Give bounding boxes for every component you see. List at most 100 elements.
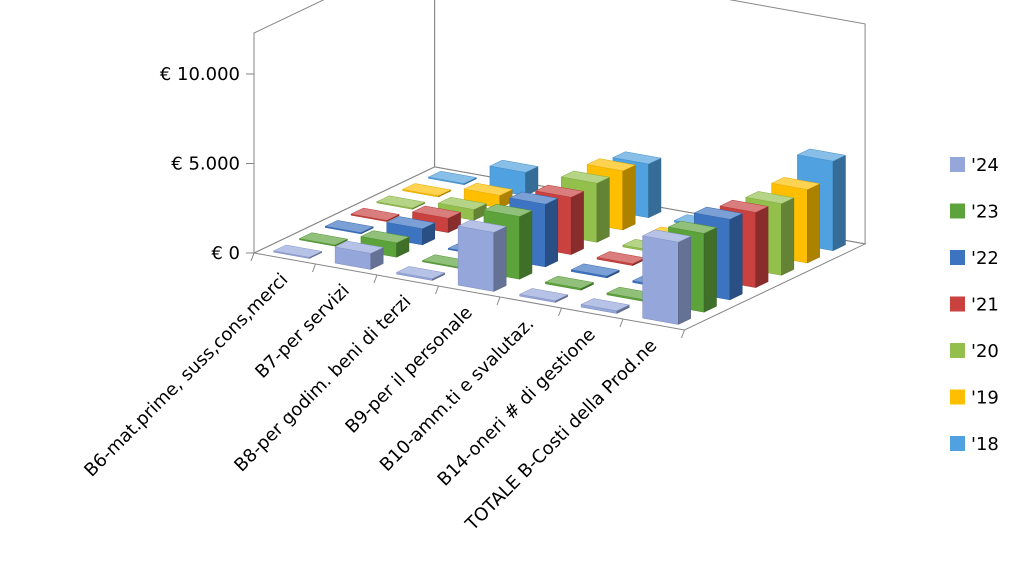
legend-swatch bbox=[950, 436, 965, 451]
bar-top bbox=[376, 195, 426, 209]
bar-24-1 bbox=[334, 240, 384, 270]
bar-top bbox=[693, 206, 744, 220]
legend-item-24: '24 bbox=[950, 155, 999, 176]
bar-top bbox=[745, 191, 795, 204]
bar-side bbox=[493, 226, 507, 292]
x-tick bbox=[250, 252, 255, 262]
bar-top bbox=[534, 184, 585, 198]
bar-top bbox=[272, 244, 323, 258]
legend-swatch bbox=[950, 203, 965, 219]
bar-24-4 bbox=[518, 288, 569, 303]
bar-top bbox=[612, 151, 662, 165]
x-tick bbox=[681, 329, 685, 339]
bar-top bbox=[667, 220, 718, 234]
legend-swatch bbox=[950, 296, 965, 312]
x-tick bbox=[496, 296, 501, 306]
legend-item-21: '21 bbox=[950, 295, 999, 316]
bar-23-0 bbox=[298, 232, 349, 247]
bar-side bbox=[622, 164, 636, 231]
bar-top bbox=[770, 177, 821, 190]
legend-item-20: '20 bbox=[950, 341, 999, 362]
bar-top bbox=[719, 199, 769, 213]
legend-swatch bbox=[950, 250, 965, 265]
bar-24-5 bbox=[580, 298, 630, 314]
bar-19-0 bbox=[401, 183, 452, 198]
y-tick-label: € 0 bbox=[211, 243, 240, 264]
bar-side bbox=[703, 227, 717, 313]
legend-label: '20 bbox=[971, 341, 999, 362]
legend-item-18: '18 bbox=[950, 434, 999, 455]
chart-side-wall bbox=[253, 0, 436, 254]
bar-top bbox=[483, 203, 533, 217]
bar-side bbox=[755, 206, 769, 288]
bar-top bbox=[324, 220, 375, 233]
legend-layer: '24 '23 '22 '21 '20 '19 '18 bbox=[950, 155, 999, 455]
x-tick bbox=[312, 263, 316, 273]
bar-top bbox=[570, 263, 621, 277]
bar-21-0 bbox=[350, 207, 400, 222]
bar-top bbox=[560, 170, 611, 184]
bar-top bbox=[385, 216, 436, 230]
bar-top bbox=[463, 182, 513, 196]
bar-top bbox=[360, 230, 410, 244]
bar-top bbox=[334, 240, 384, 254]
legend-swatch bbox=[950, 157, 965, 172]
bar-side bbox=[570, 191, 584, 255]
bar-side bbox=[545, 197, 559, 268]
bar-22-1 bbox=[385, 216, 436, 246]
bar-top bbox=[580, 298, 630, 312]
legend-label: '23 bbox=[971, 202, 999, 223]
legend-item-23: '23 bbox=[950, 202, 999, 223]
bar-side bbox=[648, 157, 662, 219]
legend-label: '24 bbox=[971, 155, 999, 176]
bar-top bbox=[437, 197, 488, 210]
x-tick bbox=[619, 318, 624, 328]
bar-top bbox=[586, 158, 636, 172]
bar-24-0 bbox=[272, 244, 323, 259]
bar-side bbox=[678, 235, 691, 325]
bar-top bbox=[489, 159, 539, 173]
bar-top bbox=[457, 219, 507, 233]
x-tick bbox=[373, 274, 378, 284]
x-tick bbox=[558, 307, 562, 317]
bar-top bbox=[427, 170, 478, 184]
bar-20-0 bbox=[376, 195, 426, 210]
x-tick bbox=[435, 285, 439, 295]
bar-24-2 bbox=[395, 266, 446, 281]
bar-side bbox=[781, 197, 795, 276]
bar-19-1 bbox=[463, 182, 513, 209]
bar-top bbox=[411, 205, 462, 219]
legend-label: '22 bbox=[971, 248, 999, 269]
legend-swatch bbox=[950, 389, 965, 405]
y-tick-label: € 10.000 bbox=[160, 64, 240, 85]
bar-24-3 bbox=[457, 219, 507, 292]
bar-22-4 bbox=[570, 263, 621, 279]
bar-top bbox=[298, 232, 349, 246]
bar-side bbox=[596, 176, 610, 243]
legend-item-22: '22 bbox=[950, 248, 999, 269]
legend-swatch bbox=[950, 343, 965, 358]
bar-top bbox=[796, 148, 847, 162]
legend-label: '19 bbox=[971, 388, 999, 409]
bar-front bbox=[457, 225, 495, 292]
legend-label: '21 bbox=[971, 295, 999, 316]
bar-front bbox=[642, 235, 679, 325]
y-tick-label: € 5.000 bbox=[171, 154, 240, 175]
bar-top bbox=[641, 229, 692, 243]
bar-21-1 bbox=[411, 205, 462, 233]
bar-22-0 bbox=[324, 220, 375, 235]
bar-top bbox=[401, 183, 452, 197]
legend-label: '18 bbox=[971, 434, 999, 455]
bar-side bbox=[729, 213, 743, 301]
bar-18-0 bbox=[427, 170, 478, 186]
x-tick-label: B9-per il personale bbox=[341, 302, 476, 437]
bar-side bbox=[519, 210, 533, 280]
bar-24-6 bbox=[641, 229, 692, 325]
bar-top bbox=[395, 266, 446, 279]
bar-top bbox=[508, 191, 559, 205]
bar-21-4 bbox=[596, 251, 646, 266]
legend-item-19: '19 bbox=[950, 388, 999, 409]
